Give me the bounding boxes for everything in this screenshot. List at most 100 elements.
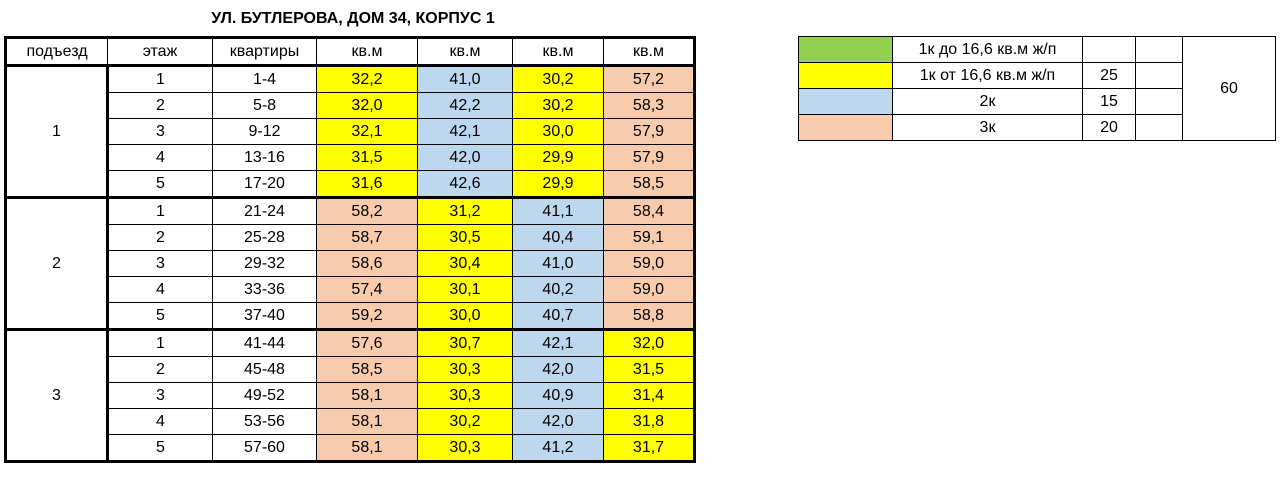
area-cell: 58,7	[316, 224, 418, 251]
area-cell: 58,5	[316, 356, 418, 383]
table-row: 5 17-20 31,6 42,6 29,9 58,5	[6, 170, 695, 198]
area-cell: 58,4	[603, 196, 695, 225]
area-cell: 41,0	[512, 250, 604, 277]
table-row: 4 13-16 31,5 42,0 29,9 57,9	[6, 144, 695, 171]
area-cell: 58,3	[603, 92, 695, 119]
floor-cell: 1	[107, 328, 213, 357]
area-cell: 40,4	[512, 224, 604, 251]
legend-row: 1к до 16,6 кв.м ж/п 60	[798, 36, 1276, 141]
area-cell: 30,3	[417, 382, 513, 409]
apartments-cell: 37-40	[212, 302, 317, 330]
legend-swatch	[798, 62, 893, 89]
area-cell: 30,2	[512, 92, 604, 119]
area-cell: 30,0	[417, 302, 513, 330]
area-cell: 58,8	[603, 302, 695, 330]
area-cell: 58,2	[316, 196, 418, 225]
legend-empty-cell	[1135, 88, 1183, 115]
area-cell: 31,4	[603, 382, 695, 409]
area-cell: 57,6	[316, 328, 418, 357]
area-cell: 30,2	[417, 408, 513, 435]
area-cell: 59,0	[603, 276, 695, 303]
area-cell: 30,3	[417, 434, 513, 462]
area-cell: 41,2	[512, 434, 604, 462]
header-area-3: кв.м	[512, 37, 604, 67]
apartments-cell: 9-12	[212, 118, 317, 145]
header-area-2: кв.м	[417, 37, 513, 67]
floor-cell: 1	[107, 65, 213, 93]
floor-cell: 5	[107, 302, 213, 330]
legend-count: 15	[1082, 88, 1136, 115]
area-cell: 30,1	[417, 276, 513, 303]
floor-cell: 5	[107, 434, 213, 462]
table-row: 5 57-60 58,1 30,3 41,2 31,7	[6, 434, 695, 462]
apartments-cell: 17-20	[212, 170, 317, 198]
table-row: 2 5-8 32,0 42,2 30,2 58,3	[6, 92, 695, 119]
floor-cell: 3	[107, 118, 213, 145]
area-cell: 31,7	[603, 434, 695, 462]
area-cell: 30,3	[417, 356, 513, 383]
area-cell: 31,6	[316, 170, 418, 198]
area-cell: 31,8	[603, 408, 695, 435]
area-cell: 30,4	[417, 250, 513, 277]
area-cell: 42,1	[512, 328, 604, 357]
legend-empty-cell	[1135, 36, 1183, 63]
area-cell: 31,5	[603, 356, 695, 383]
area-cell: 42,6	[417, 170, 513, 198]
area-cell: 58,1	[316, 382, 418, 409]
area-cell: 40,2	[512, 276, 604, 303]
area-cell: 40,7	[512, 302, 604, 330]
area-cell: 58,1	[316, 408, 418, 435]
area-cell: 41,1	[512, 196, 604, 225]
entrance-cell: 2	[5, 196, 109, 330]
area-cell: 59,1	[603, 224, 695, 251]
apartments-cell: 45-48	[212, 356, 317, 383]
header-entrance: подъезд	[5, 37, 108, 67]
floor-cell: 3	[107, 382, 213, 409]
apartments-cell: 13-16	[212, 144, 317, 171]
legend-empty-cell	[1135, 62, 1183, 89]
entrance-cell: 1	[5, 65, 109, 198]
header-row: подъезд этаж квартиры кв.м кв.м кв.м кв.…	[5, 37, 695, 67]
floor-cell: 3	[107, 250, 213, 277]
header-area-1: кв.м	[316, 37, 418, 67]
area-cell: 30,7	[417, 328, 513, 357]
entrance-cell: 3	[5, 328, 109, 462]
apartments-cell: 57-60	[212, 434, 317, 462]
table-row: 4 33-36 57,4 30,1 40,2 59,0	[6, 276, 695, 303]
area-cell: 40,9	[512, 382, 604, 409]
area-cell: 58,6	[316, 250, 418, 277]
table-row: 5 37-40 59,2 30,0 40,7 58,8	[6, 302, 695, 330]
apartments-cell: 5-8	[212, 92, 317, 119]
floor-cell: 4	[107, 144, 213, 171]
legend-count: 25	[1082, 62, 1136, 89]
area-cell: 58,5	[603, 170, 695, 198]
area-cell: 57,9	[603, 144, 695, 171]
area-cell: 32,0	[316, 92, 418, 119]
floor-cell: 2	[107, 224, 213, 251]
area-cell: 42,0	[512, 408, 604, 435]
page-title: УЛ. БУТЛЕРОВА, ДОМ 34, КОРПУС 1	[211, 10, 495, 27]
area-cell: 29,9	[512, 144, 604, 171]
apartments-cell: 25-28	[212, 224, 317, 251]
floor-cell: 4	[107, 276, 213, 303]
area-cell: 29,9	[512, 170, 604, 198]
legend-swatch	[798, 88, 893, 115]
area-cell: 42,2	[417, 92, 513, 119]
floor-cell: 2	[107, 356, 213, 383]
area-cell: 30,5	[417, 224, 513, 251]
area-cell: 59,2	[316, 302, 418, 330]
legend-label: 3к	[892, 114, 1083, 141]
apartments-cell: 41-44	[212, 328, 317, 357]
table-row: 2 25-28 58,7 30,5 40,4 59,1	[6, 224, 695, 251]
area-cell: 31,5	[316, 144, 418, 171]
legend-label: 2к	[892, 88, 1083, 115]
table-row: 4 53-56 58,1 30,2 42,0 31,8	[6, 408, 695, 435]
legend-count	[1082, 36, 1136, 63]
area-cell: 42,0	[512, 356, 604, 383]
legend-row: 3к 20	[798, 114, 1276, 141]
header-area-4: кв.м	[603, 37, 695, 67]
header-apartments: квартиры	[212, 37, 317, 67]
apartment-table: подъезд этаж квартиры кв.м кв.м кв.м кв.…	[4, 36, 696, 463]
apartments-cell: 49-52	[212, 382, 317, 409]
area-cell: 42,0	[417, 144, 513, 171]
